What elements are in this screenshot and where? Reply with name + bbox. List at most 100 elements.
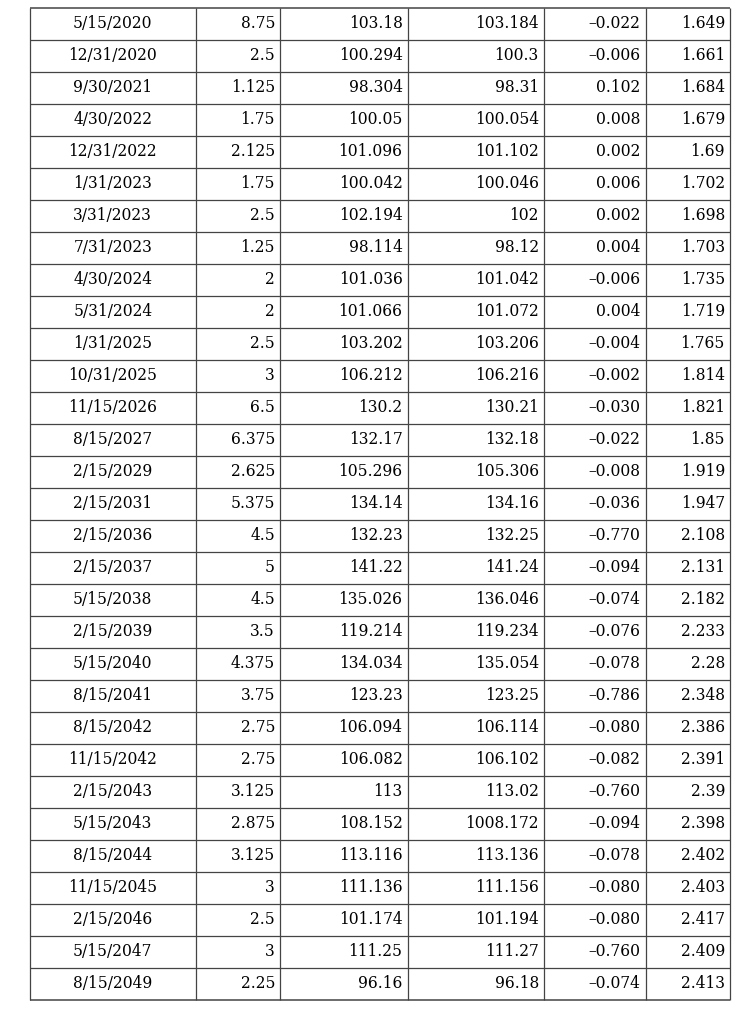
Text: 96.16: 96.16 (358, 976, 403, 992)
Text: –0.002: –0.002 (588, 368, 640, 384)
Text: 4.375: 4.375 (231, 655, 275, 673)
Text: 1.814: 1.814 (681, 368, 725, 384)
Text: 2/15/2031: 2/15/2031 (74, 496, 152, 512)
Text: 3.75: 3.75 (241, 687, 275, 705)
Text: –0.076: –0.076 (588, 624, 640, 640)
Text: 2.131: 2.131 (681, 559, 725, 577)
Text: 2.28: 2.28 (691, 655, 725, 673)
Text: 111.136: 111.136 (339, 880, 403, 896)
Text: 105.296: 105.296 (339, 464, 403, 480)
Text: 135.026: 135.026 (339, 592, 403, 608)
Text: 6.375: 6.375 (230, 431, 275, 449)
Text: 132.17: 132.17 (348, 431, 403, 449)
Text: 1.698: 1.698 (681, 208, 725, 224)
Text: 2.75: 2.75 (241, 720, 275, 736)
Text: 9/30/2021: 9/30/2021 (74, 80, 152, 96)
Text: 2.417: 2.417 (681, 911, 725, 929)
Text: 100.046: 100.046 (475, 175, 539, 193)
Text: 2.348: 2.348 (681, 687, 725, 705)
Text: 5/15/2038: 5/15/2038 (73, 592, 152, 608)
Text: 100.3: 100.3 (495, 47, 539, 65)
Text: 96.18: 96.18 (495, 976, 539, 992)
Text: –0.080: –0.080 (588, 720, 640, 736)
Text: –0.078: –0.078 (588, 848, 640, 864)
Text: 1.821: 1.821 (681, 399, 725, 417)
Text: 103.206: 103.206 (475, 336, 539, 352)
Text: 5/15/2047: 5/15/2047 (73, 943, 152, 961)
Text: 1/31/2023: 1/31/2023 (74, 175, 152, 193)
Text: 8.75: 8.75 (241, 15, 275, 33)
Text: 2/15/2043: 2/15/2043 (74, 783, 152, 801)
Text: 2.402: 2.402 (681, 848, 725, 864)
Text: 2.398: 2.398 (681, 815, 725, 833)
Text: 132.25: 132.25 (484, 527, 539, 545)
Text: 11/15/2045: 11/15/2045 (68, 880, 158, 896)
Text: 103.202: 103.202 (339, 336, 403, 352)
Text: 103.18: 103.18 (348, 15, 403, 33)
Text: 101.042: 101.042 (475, 271, 539, 289)
Text: –0.008: –0.008 (588, 464, 640, 480)
Text: 130.2: 130.2 (358, 399, 403, 417)
Text: 0.004: 0.004 (596, 240, 640, 256)
Text: –0.786: –0.786 (588, 687, 640, 705)
Text: –0.006: –0.006 (588, 47, 640, 65)
Text: 101.066: 101.066 (339, 303, 403, 321)
Text: 2.413: 2.413 (681, 976, 725, 992)
Text: 2.625: 2.625 (230, 464, 275, 480)
Text: 3.125: 3.125 (231, 783, 275, 801)
Text: 1.947: 1.947 (681, 496, 725, 512)
Text: 5/15/2040: 5/15/2040 (73, 655, 152, 673)
Text: 106.212: 106.212 (339, 368, 403, 384)
Text: 2.108: 2.108 (681, 527, 725, 545)
Text: 2.391: 2.391 (681, 752, 725, 768)
Text: 7/31/2023: 7/31/2023 (74, 240, 152, 256)
Text: 101.102: 101.102 (475, 143, 539, 161)
Text: 2.875: 2.875 (231, 815, 275, 833)
Text: 2.125: 2.125 (231, 143, 275, 161)
Text: 2.25: 2.25 (241, 976, 275, 992)
Text: –0.094: –0.094 (588, 815, 640, 833)
Text: –0.074: –0.074 (588, 976, 640, 992)
Text: 106.094: 106.094 (339, 720, 403, 736)
Text: 123.25: 123.25 (484, 687, 539, 705)
Text: 2.409: 2.409 (681, 943, 725, 961)
Text: 4/30/2024: 4/30/2024 (74, 271, 152, 289)
Text: 1.679: 1.679 (681, 112, 725, 128)
Text: 3.125: 3.125 (231, 848, 275, 864)
Text: –0.036: –0.036 (588, 496, 640, 512)
Text: 102: 102 (510, 208, 539, 224)
Text: 1008.172: 1008.172 (465, 815, 539, 833)
Text: 98.31: 98.31 (495, 80, 539, 96)
Text: 106.102: 106.102 (475, 752, 539, 768)
Text: 8/15/2027: 8/15/2027 (74, 431, 152, 449)
Text: 4.5: 4.5 (250, 527, 275, 545)
Text: 2.5: 2.5 (250, 47, 275, 65)
Text: 2.233: 2.233 (681, 624, 725, 640)
Text: 1.75: 1.75 (241, 175, 275, 193)
Text: –0.770: –0.770 (588, 527, 640, 545)
Text: 2.182: 2.182 (681, 592, 725, 608)
Text: 119.234: 119.234 (476, 624, 539, 640)
Text: 4/30/2022: 4/30/2022 (74, 112, 152, 128)
Text: 119.214: 119.214 (339, 624, 403, 640)
Text: 2: 2 (265, 303, 275, 321)
Text: 8/15/2049: 8/15/2049 (73, 976, 152, 992)
Text: 1/31/2025: 1/31/2025 (74, 336, 152, 352)
Text: 2.5: 2.5 (250, 911, 275, 929)
Text: 3: 3 (265, 880, 275, 896)
Text: 2: 2 (265, 271, 275, 289)
Text: 2/15/2036: 2/15/2036 (73, 527, 152, 545)
Text: 4.5: 4.5 (250, 592, 275, 608)
Text: 1.69: 1.69 (690, 143, 725, 161)
Text: –0.074: –0.074 (588, 592, 640, 608)
Text: 11/15/2026: 11/15/2026 (68, 399, 158, 417)
Text: 1.702: 1.702 (681, 175, 725, 193)
Text: –0.080: –0.080 (588, 911, 640, 929)
Text: 111.27: 111.27 (485, 943, 539, 961)
Text: 5/15/2043: 5/15/2043 (73, 815, 152, 833)
Text: 134.034: 134.034 (339, 655, 403, 673)
Text: 3: 3 (265, 943, 275, 961)
Text: 5/15/2020: 5/15/2020 (73, 15, 152, 33)
Text: 1.75: 1.75 (241, 112, 275, 128)
Text: 1.25: 1.25 (241, 240, 275, 256)
